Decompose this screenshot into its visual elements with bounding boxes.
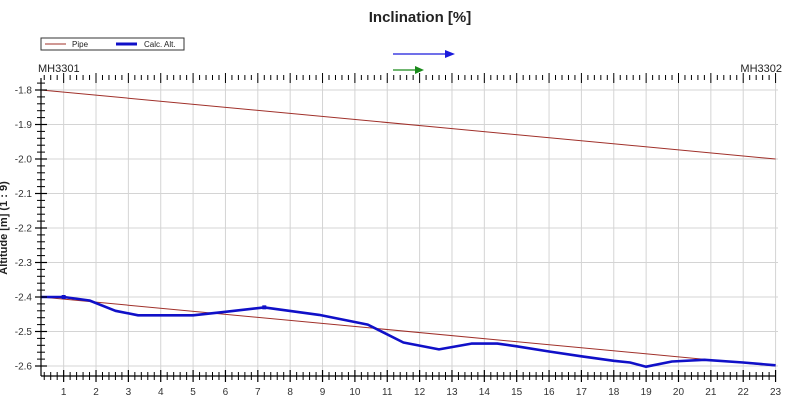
tick-labels: -1.8-1.9-2.0-2.1-2.2-2.3-2.4-2.5-2.61 2 3 4… [15,86,782,399]
y-tick-label: -2.2 [15,224,33,235]
x-tick-label: 10 [349,387,361,398]
x-tick-label: 23 [770,387,782,398]
direction-arrows [393,50,455,74]
x-tick-label: 14 [479,387,491,398]
legend-calc-alt-label: Calc. Alt. [144,40,176,49]
x-tick-label: 8 [287,387,293,398]
x-tick-label: 17 [576,387,588,398]
x-tick-label: 11 [382,387,393,398]
x-tick-label: 13 [446,387,458,398]
x-tick-label: 6 [223,387,229,398]
calc-alt-line [41,295,776,369]
calc-alt-marker [61,295,66,299]
end-manhole-label: MH3302 [740,63,782,75]
y-axis-label: Altitude [m] (1 : 9) [0,181,10,275]
x-tick-label: 5 [190,387,196,398]
legend-pipe-label: Pipe [72,40,89,49]
chart-title: Inclination [%] [369,9,472,26]
y-tick-label: -2.6 [15,362,33,373]
y-tick-label: -2.4 [15,293,33,304]
y-tick-label: -2.0 [15,155,33,166]
y-tick-label: -2.5 [15,327,33,338]
legend: Pipe Calc. Alt. [40,37,185,51]
axes [35,73,777,382]
x-tick-label: 2 [93,387,99,398]
x-tick-label: 9 [320,387,326,398]
x-tick-label: 16 [543,387,555,398]
x-tick-label: 21 [705,387,717,398]
pipe-line [40,89,776,160]
y-tick-label: -2.3 [15,258,33,269]
pipe-line [40,296,776,367]
start-manhole-label: MH3301 [38,63,80,75]
x-tick-label: 19 [641,387,653,398]
survey-direction-arrow-icon [415,66,424,74]
data-series [40,89,776,369]
calc-alt-marker [262,305,267,310]
x-tick-label: 22 [738,387,750,398]
legend-box [40,37,185,51]
x-tick-label: 7 [255,387,261,398]
flow-direction-arrow-icon [445,50,455,58]
x-tick-label: 1 [61,387,67,398]
x-tick-label: 18 [608,387,620,398]
x-tick-label: 3 [126,387,132,398]
y-tick-label: -1.9 [15,120,33,131]
x-tick-label: 4 [158,387,164,398]
y-tick-label: -2.1 [15,189,33,200]
x-tick-label: 15 [511,387,523,398]
y-tick-label: -1.8 [15,86,33,97]
x-tick-label: 20 [673,387,685,398]
x-tick-label: 12 [414,387,426,398]
